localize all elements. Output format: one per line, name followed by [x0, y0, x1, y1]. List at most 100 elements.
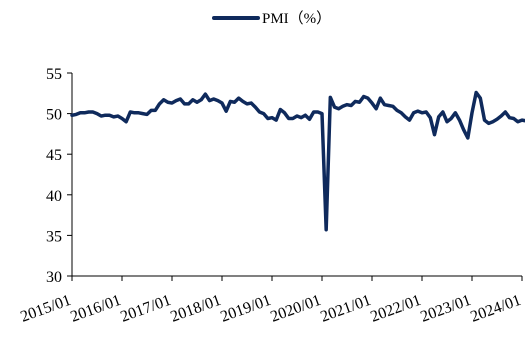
- data-point: [162, 98, 165, 101]
- x-tick-label: 2018/01: [168, 292, 223, 326]
- data-point: [241, 100, 244, 103]
- data-point: [308, 118, 311, 121]
- data-point: [437, 115, 440, 118]
- data-point: [412, 111, 415, 114]
- data-point: [104, 114, 107, 117]
- data-point: [454, 111, 457, 114]
- data-point: [471, 111, 474, 114]
- data-point: [387, 104, 390, 107]
- data-point: [425, 110, 428, 113]
- data-point: [433, 133, 436, 136]
- data-point: [379, 97, 382, 100]
- data-point: [200, 98, 203, 101]
- data-point: [446, 120, 449, 123]
- data-point: [141, 112, 144, 115]
- data-point: [171, 102, 174, 105]
- data-point: [121, 117, 124, 120]
- data-point: [91, 110, 94, 113]
- data-point: [521, 119, 524, 122]
- data-point: [366, 97, 369, 100]
- data-point: [321, 112, 324, 115]
- data-point: [479, 97, 482, 100]
- data-point: [183, 102, 186, 105]
- data-point: [508, 116, 511, 119]
- data-point: [179, 97, 182, 100]
- x-tick-label: 2024/01: [468, 292, 523, 326]
- data-point: [191, 98, 194, 101]
- data-point: [341, 105, 344, 108]
- x-tick-label: 2015/01: [18, 292, 73, 326]
- data-point: [316, 110, 319, 113]
- plot-area: [70, 90, 525, 232]
- data-point: [296, 115, 299, 118]
- data-point: [158, 102, 161, 105]
- data-point: [400, 111, 403, 114]
- data-point: [137, 111, 140, 114]
- data-point: [500, 115, 503, 118]
- chart-legend: PMI（%）: [212, 10, 331, 27]
- data-point: [175, 99, 178, 102]
- data-point: [329, 96, 332, 99]
- x-tick-label: 2022/01: [368, 292, 423, 326]
- data-point: [279, 108, 282, 111]
- x-tick-label: 2020/01: [268, 292, 323, 326]
- data-point: [283, 111, 286, 114]
- data-point: [300, 116, 303, 119]
- data-point: [79, 111, 82, 114]
- data-point: [404, 115, 407, 118]
- data-point: [262, 112, 265, 115]
- y-tick-label: 40: [46, 188, 62, 205]
- data-point: [87, 110, 90, 113]
- data-point: [196, 101, 199, 104]
- data-point: [512, 117, 515, 120]
- data-point: [287, 117, 290, 120]
- x-tick-label: 2023/01: [418, 292, 473, 326]
- data-point: [133, 111, 136, 114]
- data-point: [100, 115, 103, 118]
- data-point: [337, 107, 340, 110]
- data-point: [129, 110, 132, 113]
- series-line-pmi: [70, 90, 525, 232]
- data-point: [375, 107, 378, 110]
- data-point: [233, 101, 236, 104]
- y-tick-label: 30: [46, 269, 62, 286]
- data-point: [304, 114, 307, 117]
- data-point: [350, 104, 353, 107]
- data-point: [354, 100, 357, 103]
- data-point: [371, 102, 374, 105]
- data-point: [187, 102, 190, 105]
- data-point: [441, 110, 444, 113]
- data-point: [254, 106, 257, 109]
- data-point: [250, 102, 253, 105]
- data-point: [487, 122, 490, 125]
- x-axis: 2015/012016/012017/012018/012019/012020/…: [18, 275, 523, 326]
- data-point: [362, 95, 365, 98]
- data-point: [112, 115, 115, 118]
- data-point: [237, 97, 240, 100]
- data-point: [429, 116, 432, 119]
- data-point: [462, 128, 465, 131]
- data-point: [125, 120, 128, 123]
- data-point: [504, 110, 507, 113]
- y-tick-label: 55: [46, 66, 62, 83]
- data-point: [166, 101, 169, 104]
- data-point: [271, 116, 274, 119]
- data-point: [204, 93, 207, 96]
- data-point: [216, 99, 219, 102]
- data-point: [71, 114, 74, 117]
- data-point: [154, 109, 157, 112]
- data-point: [246, 102, 249, 105]
- y-tick-label: 35: [46, 228, 62, 245]
- data-point: [96, 112, 99, 115]
- data-point: [150, 109, 153, 112]
- data-point: [396, 109, 399, 112]
- x-tick-label: 2016/01: [68, 292, 123, 326]
- legend-label: PMI（%）: [262, 10, 331, 27]
- data-point: [146, 113, 149, 116]
- data-point: [383, 103, 386, 106]
- data-point: [225, 110, 228, 113]
- data-point: [491, 120, 494, 123]
- data-point: [516, 120, 519, 123]
- data-point: [475, 91, 478, 94]
